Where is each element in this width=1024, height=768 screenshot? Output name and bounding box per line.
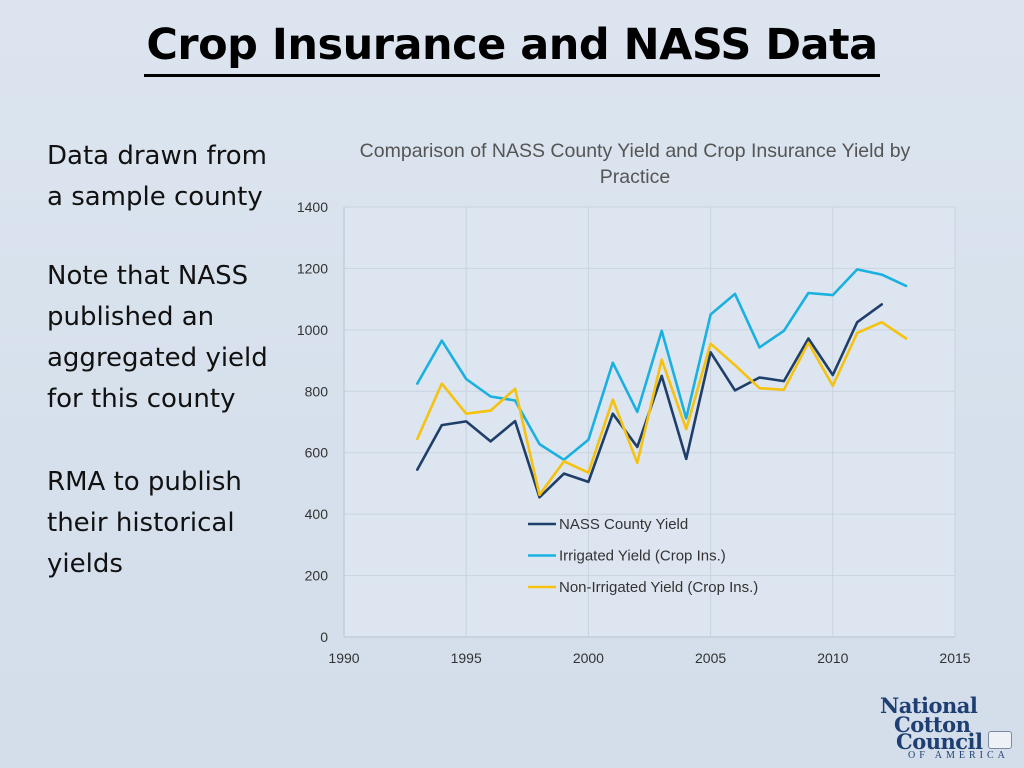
legend-label: NASS County Yield	[559, 516, 688, 533]
seal-icon	[988, 731, 1012, 749]
x-tick-label: 2010	[817, 650, 848, 666]
slide-title: Crop Insurance and NASS Data	[0, 20, 1024, 77]
plot-area	[344, 207, 955, 637]
x-tick-label: 2000	[573, 650, 604, 666]
y-tick-label: 1200	[297, 260, 328, 276]
bullet-item: Note that NASS published an aggregated y…	[47, 261, 268, 414]
national-cotton-council-logo: National Cotton Council OF AMERICA	[876, 690, 1016, 762]
slide-title-text: Crop Insurance and NASS Data	[144, 20, 880, 77]
logo-line: Council	[896, 729, 983, 754]
y-tick-label: 600	[305, 445, 329, 461]
logo-line: National	[880, 693, 978, 718]
y-tick-label: 0	[320, 629, 328, 645]
bullet-list: Data drawn from a sample county Note tha…	[47, 136, 287, 623]
legend-label: Non-Irrigated Yield (Crop Ins.)	[559, 579, 758, 596]
y-tick-label: 1400	[297, 199, 328, 215]
x-tick-label: 1990	[328, 650, 359, 666]
x-tick-label: 1995	[451, 650, 482, 666]
chart-title: Comparison of NASS County Yield and Crop…	[359, 140, 911, 188]
logo-line: Cotton	[894, 712, 971, 737]
y-tick-label: 1000	[297, 322, 328, 338]
y-tick-label: 800	[305, 383, 329, 399]
bullet-item: RMA to publish their historical yields	[47, 467, 242, 579]
series-line-2	[415, 268, 908, 462]
y-tick-label: 200	[305, 568, 329, 584]
bullet-item: Data drawn from a sample county	[47, 141, 267, 212]
x-tick-label: 2005	[695, 650, 726, 666]
x-tick-label: 2015	[939, 650, 970, 666]
logo-subtitle: OF AMERICA	[908, 750, 1009, 761]
legend-label: Irrigated Yield (Crop Ins.)	[559, 548, 726, 565]
series-line-3	[415, 320, 908, 497]
y-tick-label: 400	[305, 506, 329, 522]
